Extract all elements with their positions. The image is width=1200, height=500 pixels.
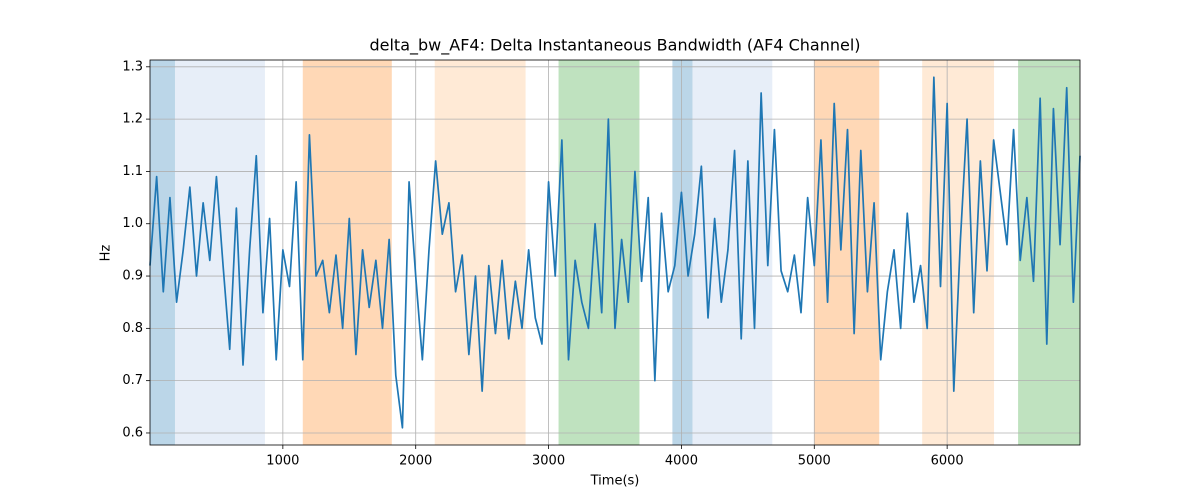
- y-tick-label: 1.0: [122, 216, 143, 231]
- plot-frame: [149, 59, 1081, 446]
- y-tick-label: 0.9: [122, 269, 143, 284]
- y-tick-label: 0.6: [122, 425, 143, 440]
- x-axis-label: Time(s): [590, 474, 640, 489]
- highlight-span: [672, 60, 693, 445]
- x-tick-label: 4000: [665, 454, 698, 469]
- data-line: [149, 76, 1081, 429]
- x-tick-label: 5000: [798, 454, 831, 469]
- y-tick-label: 0.7: [122, 373, 143, 388]
- highlight-span: [558, 60, 640, 445]
- y-tick-label: 0.8: [122, 321, 143, 336]
- chart-title: delta_bw_AF4: Delta Instantaneous Bandwi…: [369, 36, 860, 56]
- highlight-span: [434, 60, 526, 445]
- x-tick-label: 3000: [532, 454, 565, 469]
- highlight-span: [150, 60, 175, 445]
- y-tick-label: 1.2: [122, 112, 143, 127]
- y-axis-label: Hz: [99, 245, 114, 262]
- x-tick-label: 2000: [399, 454, 432, 469]
- x-tick-label: 6000: [931, 454, 964, 469]
- x-tick-label: 1000: [266, 454, 299, 469]
- y-tick-label: 1.1: [122, 164, 143, 179]
- y-tick-label: 1.3: [122, 59, 143, 74]
- highlight-span: [174, 60, 265, 445]
